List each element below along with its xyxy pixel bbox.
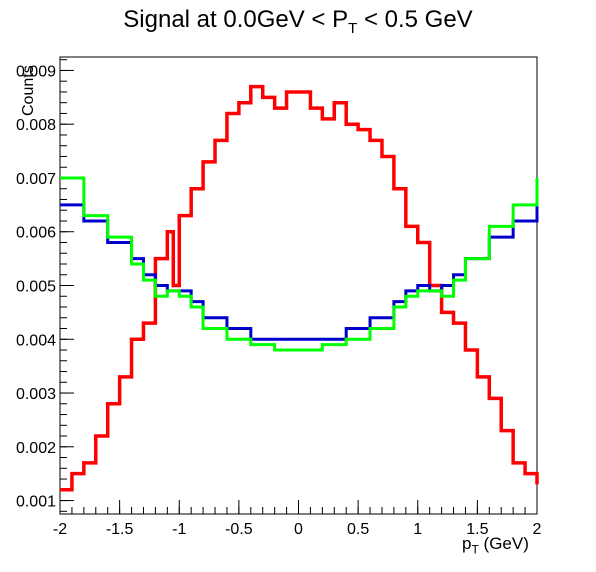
x-tick-label: 0.5 (347, 521, 369, 538)
y-tick-label: 0.009 (16, 63, 56, 80)
x-tick-label: -2 (53, 521, 67, 538)
x-tick-label: 1.5 (466, 521, 488, 538)
plot-frame (59, 56, 538, 515)
y-tick-label: 0.007 (16, 171, 56, 188)
axis-ticks: -2 -1.5 -1 -0.5 0 0.5 1 1.5 2 0.001 0.002 0.003 0.00… (16, 59, 542, 538)
x-tick-label: 1 (413, 521, 422, 538)
y-tick-label: 0.005 (16, 279, 56, 296)
x-tick-label: -1 (172, 521, 186, 538)
x-tick-label: 0 (294, 521, 303, 538)
series-line-1 (60, 84, 539, 492)
series-group (60, 84, 539, 492)
y-tick-label: 0.003 (16, 386, 56, 403)
x-tick-label: 2 (533, 521, 542, 538)
y-tick-label: 0.001 (16, 494, 56, 511)
x-axis-label: pT (GeV) (462, 534, 529, 557)
x-tick-label: -0.5 (225, 521, 253, 538)
y-tick-label: 0.008 (16, 117, 56, 134)
y-tick-label: 0.004 (16, 332, 56, 349)
series-line-3 (60, 176, 539, 352)
y-tick-label: 0.006 (16, 225, 56, 242)
chart-title: Signal at 0.0GeV < PT < 0.5 GeV (123, 6, 473, 37)
x-tick-label: -1.5 (106, 521, 134, 538)
y-tick-label: 0.002 (16, 440, 56, 457)
